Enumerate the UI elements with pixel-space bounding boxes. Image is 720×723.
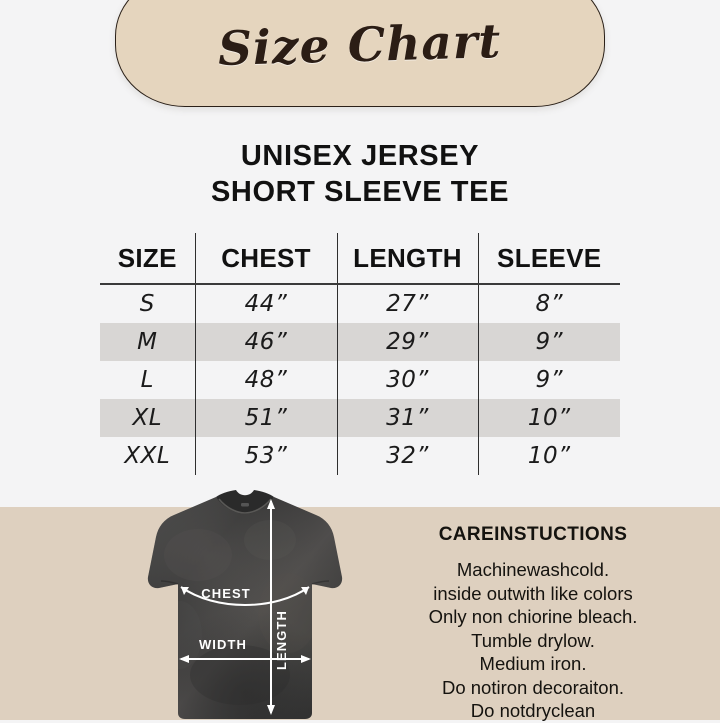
header-banner: Size Chart [115,0,605,107]
cell-length: 27” [336,284,478,323]
cell-length: 29” [336,323,478,361]
product-title: UNISEX JERSEY SHORT SLEEVE TEE [0,138,720,210]
tshirt-illustration [147,490,343,719]
column-header-chest: CHEST [194,233,337,285]
cell-length: 31” [336,399,478,437]
lower-tan-panel [0,507,720,720]
cell-size: XL [100,399,195,437]
cell-sleeve: 9” [477,323,620,361]
cell-length: 30” [336,361,478,399]
cell-size: XXL [124,443,171,469]
cell-length: 32” [336,437,478,475]
cell-chest: 51” [194,399,337,437]
cell-sleeve: 9” [477,361,620,399]
width-measure-label: WIDTH [199,637,247,652]
table-row: XXL 53” 32” 10” [100,437,620,475]
table-row: S 44” 27” 8” [100,284,620,323]
care-instructions-lines: Machinewashcold. inside outwith like col… [368,558,698,723]
size-chart-table: SIZE CHEST LENGTH SLEEVE S 44” 27” 8” M … [100,233,620,475]
care-line: Machinewashcold. [456,559,610,580]
banner-title: Size Chart [217,14,503,77]
chest-arrow-line [180,586,310,606]
table-header-row: SIZE CHEST LENGTH SLEEVE [100,233,620,285]
column-header-length: LENGTH [336,233,478,285]
care-line: Medium iron. [479,653,587,674]
table-row: XL 51” 31” 10” [100,399,620,437]
product-title-line-1: UNISEX JERSEY [240,140,480,172]
cell-chest: 53” [194,437,337,475]
care-line: Only non chiorine bleach. [428,606,638,627]
column-header-sleeve: SLEEVE [477,233,620,285]
product-title-line-2: SHORT SLEEVE TEE [210,176,510,208]
measurement-arrowheads [179,499,311,715]
size-table-body: S 44” 27” 8” M 46” 29” 9” L 48” 30” 9” X… [100,284,620,475]
column-header-size: SIZE [100,233,195,285]
care-instructions-block: CAREINSTUCTIONS Machinewashcold. inside … [368,524,698,723]
length-measure-label: LENGTH [274,610,289,670]
care-instructions-heading: CAREINSTUCTIONS [438,524,628,545]
header-banner-wrapper: Size Chart [0,0,720,107]
measurement-overlay [180,501,310,713]
cell-sleeve: 8” [477,284,620,323]
cell-size: S [139,291,155,317]
table-row: L 48” 30” 9” [100,361,620,399]
table-row: M 46” 29” 9” [100,323,620,361]
care-line: Do notiron decoraiton. [441,676,625,698]
cell-sleeve: 10” [477,437,620,475]
care-line: inside outwith like colors [433,582,633,604]
chest-measure-label: CHEST [201,586,251,601]
care-line: Tumble drylow. [471,629,595,651]
cell-size: L [140,367,154,393]
tshirt-figure: CHEST WIDTH LENGTH [120,485,370,720]
cell-chest: 44” [194,284,337,323]
cell-chest: 46” [194,323,337,361]
cell-chest: 48” [194,361,337,399]
cell-sleeve: 10” [477,399,620,437]
care-line: Do notdryclean [470,700,596,721]
cell-size: M [100,323,195,361]
